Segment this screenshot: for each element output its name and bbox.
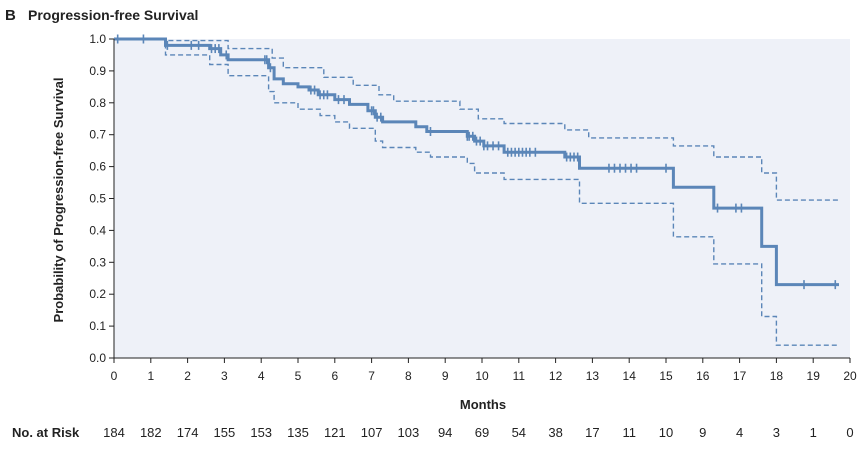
- x-tick-label: 19: [807, 369, 821, 383]
- y-axis-ticks: 0.0 0.1 0.2 0.3 0.4 0.5 0.6 0.7 0.8 0.9 1.0: [89, 32, 114, 365]
- risk-count: 11: [622, 425, 636, 440]
- risk-count: 38: [548, 425, 562, 440]
- x-tick-label: 5: [295, 369, 302, 383]
- y-tick-label: 1.0: [89, 32, 106, 46]
- survival-curve: [114, 37, 839, 287]
- x-tick-label: 9: [442, 369, 449, 383]
- risk-count: 103: [398, 425, 420, 440]
- x-tick-label: 13: [586, 369, 600, 383]
- risk-count: 1: [810, 425, 817, 440]
- upper-ci-line: [114, 38, 839, 201]
- plot-background: [114, 39, 850, 358]
- censor-marks: [116, 34, 837, 290]
- y-tick-label: 0.5: [89, 192, 106, 206]
- survival-curve-line: [114, 37, 839, 287]
- panel-label: B: [5, 7, 16, 24]
- risk-count: 69: [475, 425, 489, 440]
- y-tick-label: 0.9: [89, 64, 106, 78]
- risk-count: 135: [287, 425, 309, 440]
- x-tick-label: 4: [258, 369, 265, 383]
- risk-count: 9: [699, 425, 706, 440]
- x-tick-label: 20: [843, 369, 857, 383]
- risk-table-values: 184 182 174 155 153 135 121 107 103 94 69 54 38 17 11 1…: [103, 425, 853, 440]
- x-axis-ticks: 0 1 2 3 4 5 6 7 8 9 10 11 12 13 14 15 16 17 18 19 20: [111, 358, 857, 383]
- x-tick-label: 11: [513, 369, 526, 383]
- confidence-interval-lines: [114, 38, 839, 346]
- y-tick-label: 0.4: [89, 223, 106, 237]
- y-tick-label: 0.2: [89, 287, 106, 301]
- risk-count: 10: [659, 425, 673, 440]
- x-tick-label: 17: [733, 369, 747, 383]
- risk-count: 153: [250, 425, 272, 440]
- y-tick-label: 0.1: [89, 319, 106, 333]
- y-tick-label: 0.7: [89, 128, 106, 142]
- y-axis-title: Probability of Progression-free Survival: [51, 78, 66, 323]
- chart-title: Progression-free Survival: [28, 7, 198, 23]
- risk-count: 3: [773, 425, 780, 440]
- risk-count: 174: [177, 425, 199, 440]
- x-tick-label: 12: [549, 369, 563, 383]
- x-tick-label: 1: [147, 369, 154, 383]
- y-tick-label: 0.3: [89, 255, 106, 269]
- x-tick-label: 15: [659, 369, 673, 383]
- risk-count: 184: [103, 425, 125, 440]
- y-tick-label: 0.8: [89, 96, 106, 110]
- y-tick-label: 0.6: [89, 160, 106, 174]
- risk-table-label: No. at Risk: [12, 425, 80, 440]
- x-tick-label: 0: [111, 369, 118, 383]
- risk-count: 182: [140, 425, 162, 440]
- x-tick-label: 14: [623, 369, 637, 383]
- x-tick-label: 16: [696, 369, 710, 383]
- y-tick-label: 0.0: [89, 351, 106, 365]
- risk-count: 155: [214, 425, 236, 440]
- risk-count: 107: [361, 425, 383, 440]
- x-tick-label: 3: [221, 369, 228, 383]
- x-tick-label: 2: [184, 369, 191, 383]
- risk-count: 54: [512, 425, 526, 440]
- x-tick-label: 18: [770, 369, 784, 383]
- risk-count: 17: [585, 425, 599, 440]
- x-tick-label: 10: [475, 369, 489, 383]
- x-tick-label: 6: [331, 369, 338, 383]
- x-tick-label: 8: [405, 369, 412, 383]
- risk-count: 4: [736, 425, 743, 440]
- risk-count: 94: [438, 425, 452, 440]
- lower-ci-line: [114, 38, 839, 346]
- x-tick-label: 7: [368, 369, 375, 383]
- risk-count: 121: [324, 425, 346, 440]
- risk-count: 0: [846, 425, 853, 440]
- x-axis-title: Months: [460, 397, 506, 412]
